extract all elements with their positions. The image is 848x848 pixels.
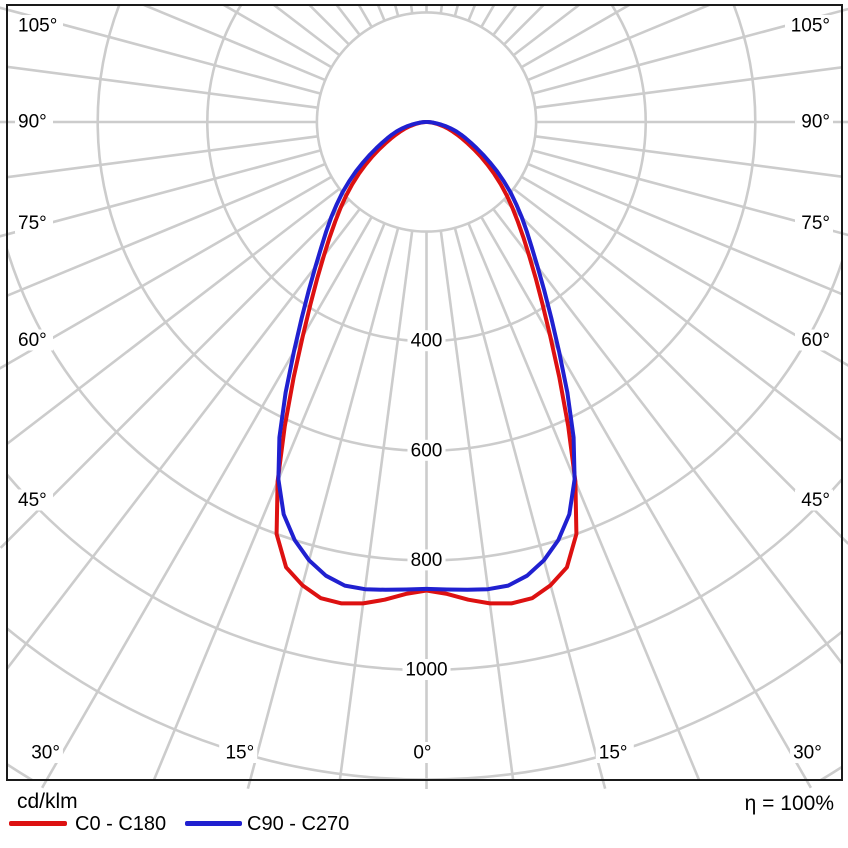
angle-tick: [601, 779, 607, 790]
radial-tick-label-800: 800: [411, 550, 443, 571]
legend-swatch-c90-c270: [185, 821, 242, 826]
angle-tick: [0, 540, 8, 549]
radial-tick-label-1000: 1000: [405, 660, 447, 681]
grid-radial-line: [152, 222, 386, 780]
label-backdrop: [790, 742, 829, 763]
label-backdrop: [15, 489, 53, 511]
axis-labels: 105° 105° 90° 90° 75° 75° 60° 60° 45° 45° 30° 30° 15…: [15, 15, 833, 764]
grid-radial-line: [527, 162, 842, 296]
legend-label-c90-c270: C90 - C270: [247, 813, 350, 835]
label-backdrop: [795, 212, 833, 234]
angle-tick: [0, 6, 8, 11]
angle-label-left-75: 75°: [18, 213, 47, 234]
label-backdrop: [15, 111, 53, 132]
intensity-curves: [274, 120, 579, 606]
angle-label-bottom-right-30: 30°: [793, 743, 822, 764]
grid-radial-line: [532, 9, 842, 95]
grid-radial-line: [512, 187, 842, 443]
angle-label-bottom-right-15: 15°: [599, 743, 628, 764]
grid-radial-line: [45, 216, 373, 780]
label-backdrop: [407, 439, 446, 461]
angle-tick: [841, 232, 848, 237]
label-backdrop: [15, 329, 53, 351]
units-label: cd/klm: [17, 790, 78, 813]
angle-label-right-60: 60°: [801, 330, 830, 351]
grid-radial-line: [7, 149, 321, 236]
radial-tick-label-400: 400: [411, 331, 443, 352]
grid-radial-line: [532, 149, 842, 235]
angle-label-left-90: 90°: [18, 112, 47, 133]
grid-radial-line: [393, 5, 400, 17]
label-backdrop: [15, 15, 63, 36]
angle-tick: [841, 536, 848, 545]
label-backdrop: [795, 489, 833, 511]
grid-radial-line: [7, 187, 341, 446]
angle-tick: [841, 7, 848, 12]
grid-radial-line: [7, 162, 326, 298]
angle-tick: [805, 779, 813, 789]
angle-label-right-75: 75°: [801, 213, 830, 234]
grid-radial-line: [140, 5, 326, 82]
plot-frame: [6, 4, 843, 781]
grid-radial-line: [7, 175, 333, 366]
angle-label-left-105: 105°: [18, 16, 57, 37]
label-backdrop: [795, 111, 833, 132]
angle-ticks: [0, 6, 848, 790]
curve-c90-c270: [276, 120, 577, 592]
angle-tick: [246, 779, 252, 790]
grid-radial-line: [7, 65, 319, 109]
angle-tick: [841, 360, 848, 367]
legend-label-c0-c180: C0 - C180: [75, 813, 167, 835]
grid-radial-line: [7, 208, 361, 671]
grid-radial-line: [520, 175, 842, 364]
angle-label-bottom-left-15: 15°: [225, 743, 254, 764]
angle-label-bottom-0: 0°: [413, 743, 431, 764]
angle-tick: [40, 779, 48, 789]
grid-radial-line: [492, 208, 842, 666]
grid-radial-line: [7, 135, 319, 179]
grid-radial-line: [467, 222, 701, 780]
angle-tick: [0, 233, 8, 238]
angle-label-bottom-left-30: 30°: [31, 743, 60, 764]
grid-radial-line: [534, 65, 842, 109]
angle-tick: [0, 363, 8, 370]
label-backdrop: [595, 742, 634, 763]
grid-radial-line: [7, 198, 350, 544]
label-backdrop: [407, 330, 446, 352]
label-backdrop: [24, 742, 63, 763]
label-backdrop: [402, 659, 451, 680]
efficiency-label: η = 100%: [744, 792, 834, 815]
grid-radial-line: [503, 198, 842, 540]
label-backdrop: [407, 549, 446, 571]
grid-radial-line: [7, 8, 321, 95]
legend-swatch-c0-c180: [9, 821, 67, 826]
label-backdrop: [785, 15, 833, 36]
radial-tick-label-600: 600: [411, 440, 443, 461]
angle-label-right-90: 90°: [801, 112, 830, 133]
angle-label-left-45: 45°: [18, 490, 47, 511]
angle-label-left-60: 60°: [18, 330, 47, 351]
grid-radial-line: [527, 5, 713, 82]
label-backdrop: [219, 742, 258, 763]
label-backdrop: [406, 742, 435, 763]
angle-label-right-45: 45°: [801, 490, 830, 511]
grid-radial-line: [480, 216, 808, 780]
grid-radial-line: [338, 230, 414, 780]
grid-radial-line: [453, 5, 460, 17]
angle-label-right-105: 105°: [791, 16, 830, 37]
label-backdrop: [795, 329, 833, 351]
label-backdrop: [15, 212, 53, 234]
grid-radial-line: [439, 230, 515, 780]
grid-radial-line: [534, 135, 842, 179]
